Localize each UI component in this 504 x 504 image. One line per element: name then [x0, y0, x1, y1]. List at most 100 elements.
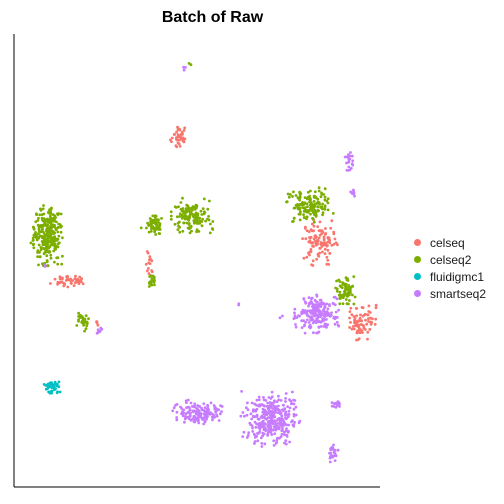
point-celseq2 — [316, 205, 320, 209]
point-smartseq2 — [284, 439, 288, 443]
point-celseq — [310, 263, 313, 267]
point-smartseq2 — [265, 413, 269, 417]
point-smartseq2 — [347, 160, 351, 163]
point-celseq2 — [46, 234, 49, 238]
point-smartseq2 — [215, 414, 219, 418]
point-celseq — [367, 310, 371, 313]
point-smartseq2 — [351, 159, 355, 163]
point-smartseq2 — [289, 399, 293, 403]
point-celseq — [368, 327, 372, 331]
point-smartseq2 — [250, 417, 254, 421]
point-celseq — [357, 328, 361, 332]
point-celseq — [73, 277, 77, 281]
point-smartseq2 — [288, 406, 292, 410]
point-celseq2 — [174, 206, 178, 209]
point-smartseq2 — [337, 401, 341, 405]
point-celseq2 — [309, 212, 312, 216]
point-celseq2 — [296, 203, 299, 206]
point-smartseq2 — [260, 442, 264, 445]
legend-dot-icon — [414, 256, 421, 263]
point-celseq — [181, 132, 184, 136]
point-celseq2 — [50, 229, 54, 233]
point-celseq2 — [323, 205, 327, 209]
point-celseq2 — [29, 241, 33, 245]
point-smartseq2 — [316, 331, 320, 335]
point-celseq — [350, 313, 354, 316]
point-celseq2 — [158, 228, 162, 231]
point-smartseq2 — [326, 307, 330, 311]
point-celseq2 — [40, 216, 44, 220]
point-smartseq2 — [275, 405, 278, 409]
point-celseq — [175, 145, 179, 149]
point-smartseq2 — [307, 304, 310, 308]
point-celseq2 — [51, 216, 55, 220]
point-celseq — [182, 129, 186, 132]
point-smartseq2 — [285, 417, 288, 421]
point-celseq2 — [312, 200, 316, 203]
point-celseq2 — [299, 192, 303, 195]
point-celseq2 — [285, 200, 289, 204]
point-celseq2 — [46, 264, 50, 268]
point-celseq — [348, 316, 351, 320]
point-celseq — [175, 138, 179, 142]
point-celseq — [374, 306, 378, 310]
point-smartseq2 — [288, 440, 291, 444]
point-celseq — [349, 321, 352, 324]
point-smartseq2 — [249, 423, 253, 426]
point-celseq2 — [45, 250, 49, 254]
point-celseq — [308, 236, 311, 239]
point-celseq2 — [37, 236, 40, 240]
point-celseq2 — [149, 274, 153, 278]
point-celseq2 — [149, 224, 153, 228]
point-celseq2 — [41, 262, 44, 266]
point-celseq — [320, 232, 323, 236]
point-celseq2 — [177, 205, 180, 209]
point-smartseq2 — [304, 321, 307, 324]
point-smartseq2 — [279, 411, 283, 415]
point-celseq2 — [45, 260, 49, 264]
point-celseq2 — [49, 221, 52, 225]
point-celseq2 — [323, 187, 327, 191]
point-smartseq2 — [182, 68, 186, 72]
point-celseq — [69, 277, 72, 281]
point-celseq2 — [312, 220, 316, 224]
point-smartseq2 — [259, 416, 263, 419]
point-celseq2 — [152, 276, 156, 280]
point-smartseq2 — [254, 409, 258, 413]
point-smartseq2 — [305, 318, 309, 322]
point-smartseq2 — [315, 319, 319, 323]
point-celseq2 — [38, 250, 41, 254]
point-celseq2 — [211, 220, 215, 223]
point-celseq2 — [55, 256, 59, 260]
point-celseq — [183, 126, 187, 130]
point-celseq2 — [153, 216, 157, 220]
point-smartseq2 — [253, 442, 256, 445]
point-celseq2 — [187, 222, 191, 225]
point-celseq2 — [61, 254, 64, 258]
point-smartseq2 — [349, 151, 352, 154]
point-smartseq2 — [256, 439, 260, 443]
point-celseq — [355, 322, 359, 326]
points-layer — [29, 62, 378, 464]
point-smartseq2 — [209, 401, 213, 405]
point-celseq — [366, 330, 370, 334]
point-smartseq2 — [240, 390, 244, 393]
point-celseq2 — [190, 229, 193, 233]
point-smartseq2 — [316, 316, 319, 320]
point-celseq2 — [191, 205, 195, 209]
point-celseq — [316, 238, 319, 242]
point-smartseq2 — [301, 308, 305, 312]
point-celseq2 — [321, 211, 325, 215]
point-smartseq2 — [277, 427, 281, 431]
point-celseq2 — [187, 226, 191, 230]
point-smartseq2 — [281, 314, 284, 318]
point-smartseq2 — [352, 188, 355, 192]
point-smartseq2 — [295, 316, 299, 319]
point-smartseq2 — [270, 401, 274, 405]
point-celseq — [367, 320, 370, 323]
point-celseq2 — [192, 219, 196, 223]
point-celseq — [176, 141, 180, 145]
point-celseq2 — [48, 234, 51, 237]
point-smartseq2 — [294, 413, 298, 417]
point-smartseq2 — [206, 403, 210, 407]
